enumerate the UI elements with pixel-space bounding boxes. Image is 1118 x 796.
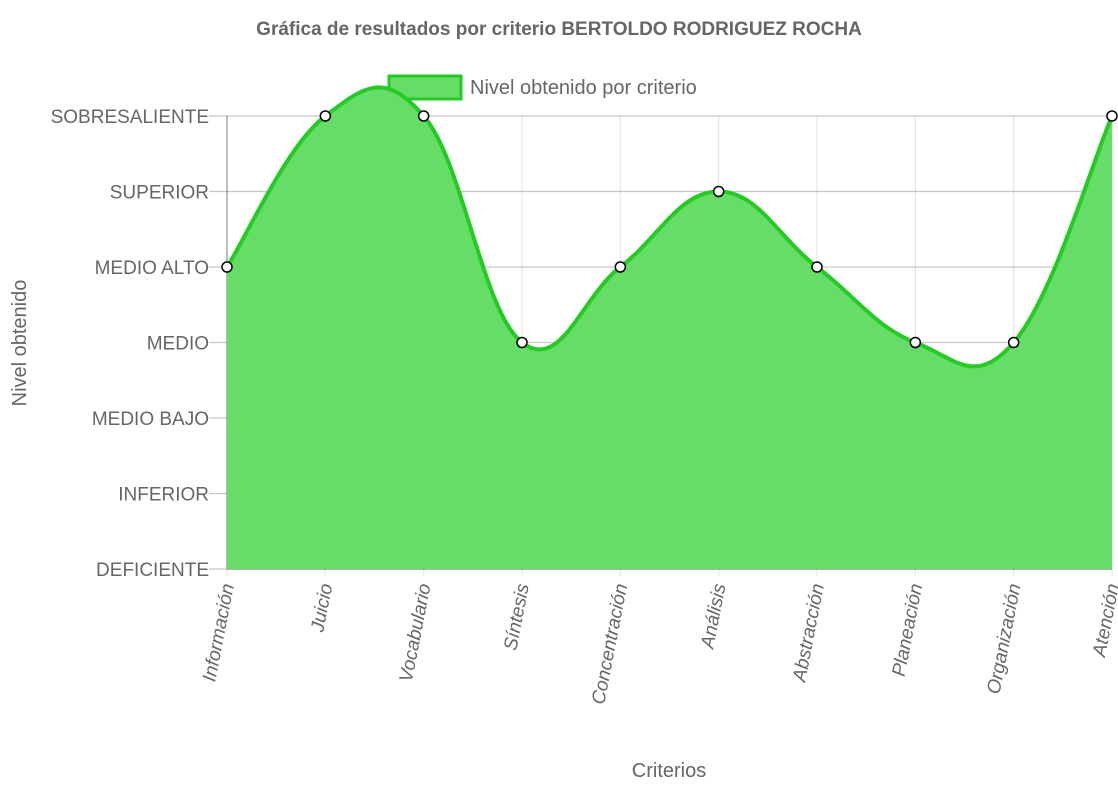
x-tick-label: Concentración: [588, 582, 632, 706]
series-line: [225, 85, 1114, 369]
data-point-8[interactable]: [909, 336, 922, 349]
legend-label: Nivel obtenido por criterio: [470, 77, 697, 99]
x-tick-label: Información: [199, 582, 239, 683]
x-axis-ticks: Información Juicio Vocabulario Síntesis Conc…: [199, 581, 1118, 706]
x-axis-title: Criterios: [632, 760, 706, 782]
y-tick-label: INFERIOR: [118, 485, 209, 506]
y-tick-label: SUPERIOR: [110, 183, 209, 204]
series-area-fill: [227, 87, 1112, 570]
x-tick-label: Organización: [984, 582, 1026, 696]
x-tick-label: Análisis: [697, 581, 730, 651]
y-tick-label: SOBRESALIENTE: [51, 107, 209, 128]
y-tick-label: DEFICIENTE: [96, 560, 209, 581]
data-point-1[interactable]: [221, 261, 233, 273]
x-tick-label: Planeación: [889, 582, 928, 678]
y-tick-label: MEDIO ALTO: [95, 258, 209, 279]
data-point-9[interactable]: [1007, 336, 1020, 349]
data-point-2[interactable]: [319, 110, 332, 122]
data-point-5[interactable]: [614, 261, 627, 273]
chart-title: Gráfica de resultados por criterio BERTO…: [256, 19, 862, 40]
x-tick-label: Vocabulario: [396, 582, 436, 684]
x-tick-label: Síntesis: [500, 581, 534, 652]
series-area: [225, 85, 1114, 570]
chart-legend[interactable]: Nivel obtenido por criterio: [387, 74, 697, 101]
series-points: [221, 110, 1118, 349]
y-tick-label: MEDIO: [147, 334, 209, 355]
y-tick-label: MEDIO BAJO: [92, 409, 209, 430]
data-point-6[interactable]: [712, 185, 725, 198]
x-tick-label: Abstracción: [789, 582, 829, 684]
y-axis-ticks: DEFICIENTE INFERIOR MEDIO BAJO MEDIO MEDIO A…: [51, 107, 209, 581]
data-point-10[interactable]: [1106, 110, 1118, 122]
data-point-7[interactable]: [811, 261, 823, 273]
x-tick-label: Juicio: [307, 582, 337, 635]
data-point-3[interactable]: [417, 110, 430, 122]
x-tick-label: Atención: [1089, 582, 1118, 660]
y-axis-title: Nivel obtenido: [9, 280, 31, 407]
data-point-4[interactable]: [516, 336, 528, 349]
